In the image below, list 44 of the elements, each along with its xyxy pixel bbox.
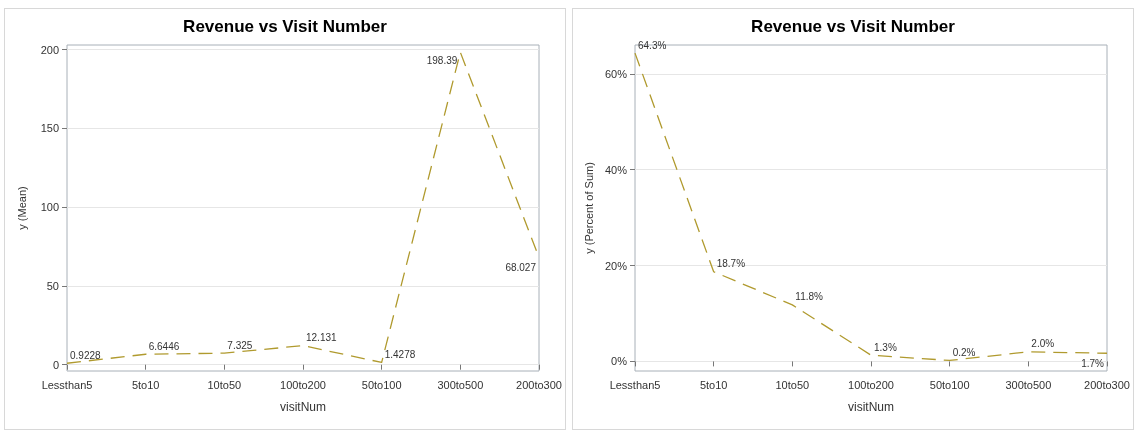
- chart-title: Revenue vs Visit Number: [751, 17, 956, 36]
- chart-title: Revenue vs Visit Number: [183, 17, 388, 36]
- x-tick-label: 200to300: [1084, 378, 1130, 391]
- line-series: [66, 51, 540, 364]
- data-label: 7.325: [227, 339, 253, 351]
- x-tick-label: 50to100: [361, 378, 402, 391]
- x-axis-title: visitNum: [279, 400, 327, 414]
- x-tick-label: 50to100: [929, 378, 970, 391]
- x-tick-label: 5to10: [699, 378, 728, 391]
- data-label: 68.027: [505, 262, 537, 274]
- y-tick-label: 0: [52, 358, 59, 371]
- y-tick-label: 150: [40, 122, 59, 135]
- y-tick-label: 20%: [604, 259, 628, 272]
- data-label: 1.7%: [1081, 357, 1105, 369]
- x-tick-label: 300to500: [1005, 378, 1052, 391]
- x-tick-label: 200to300: [516, 378, 562, 391]
- x-tick-label: 100to200: [848, 378, 894, 391]
- y-tick-label: 200: [40, 43, 59, 56]
- data-label: 1.3%: [874, 341, 897, 353]
- y-axis-title: y (Percent of Sum): [582, 162, 595, 254]
- x-tick-label: 100to200: [280, 378, 326, 391]
- x-tick-label: 300to500: [437, 378, 484, 391]
- x-tick-label: Lessthan5: [609, 378, 661, 391]
- x-tick-label: 10to50: [775, 378, 810, 391]
- x-axis-title: visitNum: [847, 400, 895, 414]
- y-tick-label: 100: [40, 201, 59, 214]
- data-label: 2.0%: [1031, 338, 1055, 350]
- data-label: 1.4278: [384, 348, 416, 360]
- data-label: 18.7%: [716, 258, 746, 270]
- y-tick-label: 40%: [604, 163, 628, 176]
- y-tick-label: 0%: [611, 355, 628, 368]
- y-axis-title: y (Mean): [15, 186, 28, 230]
- data-label: 198.39: [426, 54, 458, 66]
- data-label: 0.2%: [952, 346, 976, 358]
- x-tick-label: 10to50: [207, 378, 242, 391]
- y-tick-label: 50: [46, 279, 59, 292]
- x-tick-label: Lessthan5: [41, 378, 93, 391]
- y-tick-label: 60%: [604, 67, 628, 80]
- data-label: 0.9228: [70, 349, 102, 361]
- x-tick-label: 5to10: [131, 378, 160, 391]
- data-label: 12.131: [306, 332, 338, 344]
- data-label: 11.8%: [795, 291, 824, 303]
- data-label: 6.6446: [148, 340, 180, 352]
- data-label: 64.3%: [638, 39, 667, 51]
